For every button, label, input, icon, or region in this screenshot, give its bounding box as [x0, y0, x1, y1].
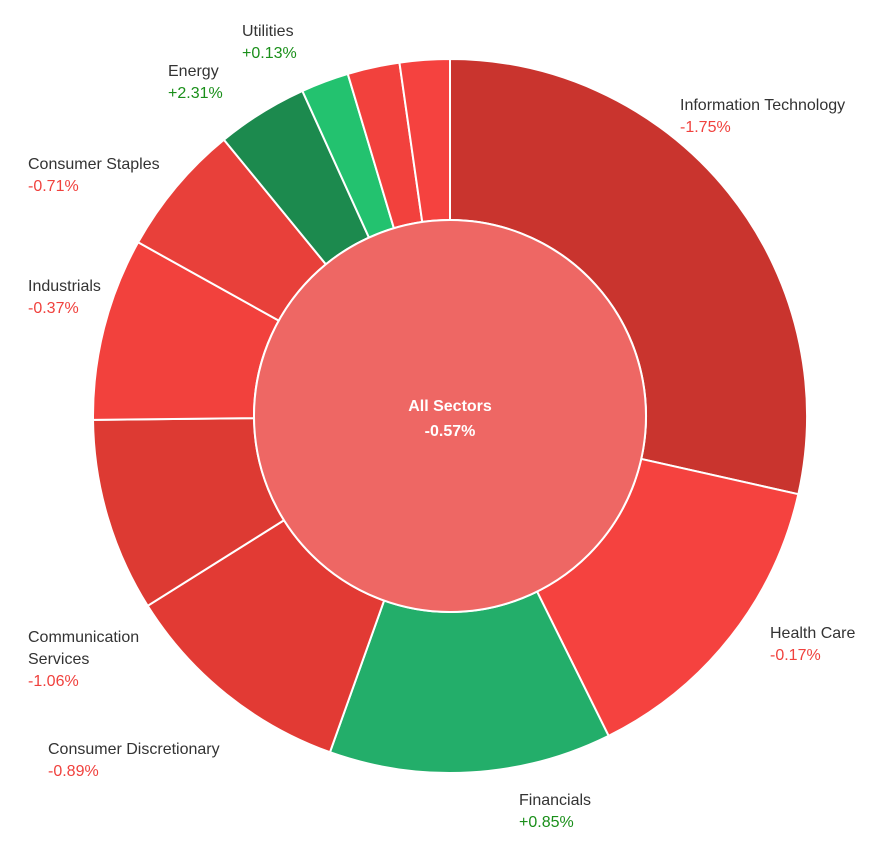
sector-change: -0.89% [48, 763, 99, 780]
sector-change: +0.85% [519, 814, 574, 831]
sector-name: Consumer Staples [28, 156, 160, 173]
sector-change: +0.13% [242, 45, 297, 62]
sector-name: Energy [168, 63, 219, 80]
label-energy: Energy +2.31% [168, 61, 223, 105]
sector-name: Financials [519, 792, 592, 809]
sector-name: Utilities [242, 23, 294, 40]
label-financials: Financials +0.85% [519, 790, 591, 834]
sector-change: -0.37% [28, 300, 79, 317]
label-utilities: Utilities +0.13% [242, 21, 297, 65]
sector-name: Health Care [770, 625, 856, 642]
label-consumer-discretionary: Consumer Discretionary -0.89% [48, 739, 220, 783]
label-industrials: Industrials -0.37% [28, 276, 101, 320]
sector-name: Industrials [28, 278, 101, 295]
all-sectors-center[interactable] [253, 219, 647, 613]
sector-name: Information Technology [680, 97, 846, 114]
sector-change: -0.71% [28, 178, 79, 195]
sector-name: Communication Services [28, 629, 140, 668]
label-communication-services: Communication Services -1.06% [28, 627, 178, 693]
sector-change: -1.75% [680, 119, 731, 136]
sector-segments [92, 57, 808, 774]
label-information-technology: Information Technology -1.75% [680, 95, 845, 139]
center-change: -0.57% [425, 423, 476, 440]
label-consumer-staples: Consumer Staples -0.71% [28, 154, 160, 198]
sector-change: -0.17% [770, 647, 821, 664]
label-health-care: Health Care -0.17% [770, 623, 855, 667]
center-label: All Sectors [408, 398, 492, 415]
sector-change: -1.06% [28, 673, 79, 690]
sector-name: Consumer Discretionary [48, 741, 220, 758]
sector-change: +2.31% [168, 85, 223, 102]
